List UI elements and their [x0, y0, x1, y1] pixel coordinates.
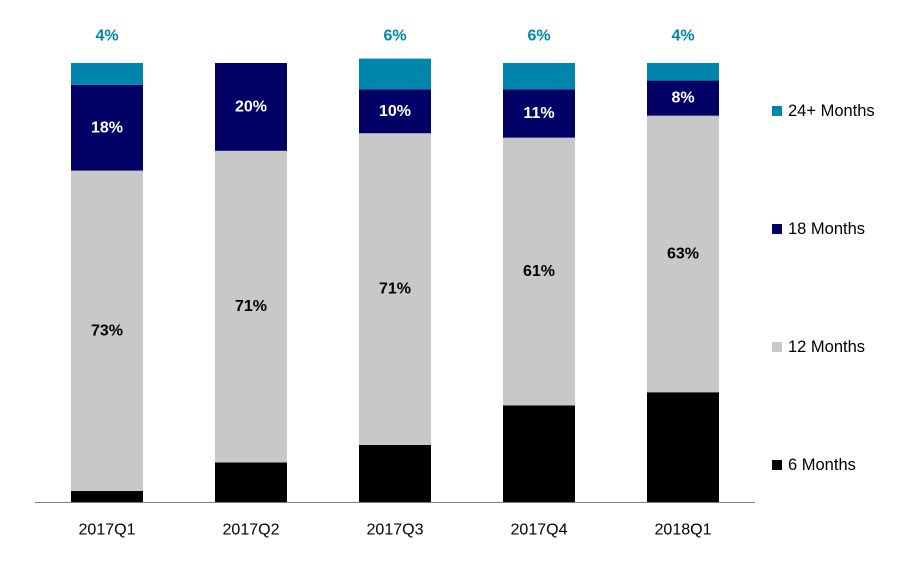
x-tick-label: 2017Q2 — [223, 522, 280, 539]
bar-segment — [215, 462, 287, 502]
legend-swatch — [772, 342, 782, 352]
bars-group — [71, 58, 719, 502]
data-label: 13% — [379, 465, 411, 482]
x-tick-label: 2017Q4 — [511, 522, 568, 539]
legend-label: 12 Months — [788, 338, 865, 356]
data-label: 61% — [523, 263, 555, 280]
legend-item: 24+ Months — [772, 102, 875, 120]
data-label: 4% — [671, 28, 694, 45]
data-label: 25% — [667, 439, 699, 456]
bar-segment — [503, 405, 575, 502]
legend: 24+ Months 18 Months 12 Months 6 Months — [772, 102, 875, 474]
x-tick-label: 2017Q1 — [79, 522, 136, 539]
x-tick-labels-group: 2017Q1 2017Q2 2017Q3 2017Q4 2018Q1 — [79, 522, 712, 539]
bar-segment — [503, 89, 575, 138]
legend-label: 24+ Months — [788, 102, 875, 120]
bar-segment — [359, 444, 431, 502]
legend-swatch — [772, 224, 782, 234]
bar-segment — [359, 133, 431, 445]
bar-segment — [503, 63, 575, 90]
bar-segment — [359, 58, 431, 90]
bar-segment — [71, 491, 143, 502]
bar-segment — [215, 63, 287, 151]
data-label: 6% — [527, 28, 550, 45]
legend-swatch — [772, 106, 782, 116]
bar-segment — [359, 89, 431, 134]
bar-segment — [647, 63, 719, 81]
data-label: 71% — [235, 298, 267, 315]
bar-segment — [647, 115, 719, 393]
data-label: 6% — [383, 28, 406, 45]
legend-label: 6 Months — [788, 456, 856, 474]
data-label: 20% — [235, 98, 267, 115]
data-label: 73% — [91, 322, 123, 339]
bar-segment — [215, 150, 287, 463]
data-label: 9% — [239, 474, 262, 491]
data-label: 11% — [523, 105, 554, 122]
bar-segment — [647, 80, 719, 116]
bar-segment — [71, 84, 143, 171]
bar-segment — [71, 170, 143, 492]
data-label: 10% — [379, 103, 411, 120]
bar-segment — [71, 63, 143, 85]
x-tick-label: 2018Q1 — [655, 522, 712, 539]
data-label: 22% — [523, 445, 555, 462]
x-tick-label: 2017Q3 — [367, 522, 424, 539]
bar-segment — [647, 392, 719, 502]
data-label: 8% — [671, 90, 694, 107]
legend-item: 18 Months — [772, 220, 865, 238]
data-label: 63% — [667, 245, 699, 262]
legend-item: 12 Months — [772, 338, 865, 356]
data-labels-group: 73% 18% 4% 9% 71% 20% 13% 71% 10% 6% 22% 61% 11% 6% 25… — [91, 28, 699, 491]
legend-swatch — [772, 460, 782, 470]
bar-segment — [503, 137, 575, 406]
data-label: 18% — [91, 119, 123, 136]
data-label: 71% — [379, 281, 411, 298]
data-label: 4% — [95, 28, 118, 45]
legend-label: 18 Months — [788, 220, 865, 238]
legend-item: 6 Months — [772, 456, 856, 474]
